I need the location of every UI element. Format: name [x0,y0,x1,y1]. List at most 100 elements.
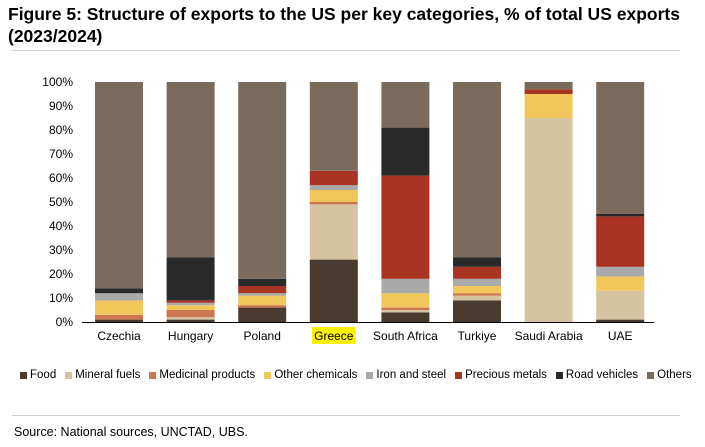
bar-segment-turkiye-precious-metals [453,266,501,279]
bar-segment-turkiye-iron-and-steel [453,278,501,286]
bar-segment-poland-precious-metals [238,286,287,294]
bar-segment-greece-iron-and-steel [309,185,358,190]
legend-label: Iron and steel [376,369,447,381]
bar-segment-south-africa-mineral-fuels [381,310,430,313]
legend-swatch [149,371,157,379]
bar-segment-saudi-arabia-mineral-fuels [524,118,573,322]
bar-segment-hungary-iron-and-steel [166,302,215,306]
legend-swatch [366,371,374,379]
legend-label: Mineral fuels [75,369,141,381]
legend-swatch [455,371,463,379]
bar-segment-south-africa-food [381,312,430,322]
x-tick-label: Saudi Arabia [515,329,583,343]
x-tick-label: Poland [244,329,281,343]
bar-segment-poland-other-chemicals [238,295,287,306]
bottom-divider [12,415,680,416]
legend-label: Other chemicals [274,369,358,381]
bar-segment-czechia-road-vehicles [95,288,143,294]
page-title: Figure 5: Structure of exports to the US… [8,4,680,46]
stacked-bar-chart: 0% 10% 20% 30% 40% 50% 60% 70% 80% 90% 100% Czechi… [42,75,655,344]
bar-segment-poland-others [238,82,287,279]
bar-segment-greece-other-chemicals [309,190,358,202]
top-divider [12,50,680,51]
legend-item-others: Others [647,369,692,381]
legend-label: Road vehicles [565,369,639,381]
highlight-marker [312,327,356,344]
bar-segment-turkiye-other-chemicals [453,286,501,294]
y-tick-label: 100% [42,75,73,89]
legend-label: Precious metals [465,369,547,381]
x-tick-label: Greece [314,329,354,343]
bar-segment-czechia-other-chemicals [95,300,143,315]
legend-swatch [65,371,73,379]
bar-segment-turkiye-food [453,300,501,322]
legend-label: Others [657,369,692,381]
legend-item-iron-and-steel: Iron and steel [366,369,446,381]
y-tick-label: 30% [49,243,73,257]
bar-segment-poland-iron-and-steel [238,293,287,296]
bar-segment-south-africa-other-chemicals [381,293,430,308]
y-tick-label: 50% [49,195,73,209]
bar-segment-south-africa-road-vehicles [381,127,430,176]
bar-segment-hungary-medicinal-products [166,310,215,318]
bar-segment-south-africa-medicinal-products [381,307,430,310]
legend-swatch [20,371,27,379]
bar-segment-saudi-arabia-others [524,82,573,90]
bar-segment-uae-food [596,319,645,322]
y-tick-label: 60% [49,171,73,185]
bar-segment-czechia-food [95,319,143,322]
bar-segment-hungary-other-chemicals [166,305,215,310]
y-tick-label: 10% [49,291,73,305]
bar-segment-uae-precious-metals [596,216,645,267]
bar-segment-greece-food [309,259,358,322]
bar-segment-uae-others [596,82,645,214]
x-tick-label: South Africa [373,329,438,343]
bar-segment-poland-food [238,307,287,322]
legend-label: Medicinal products [159,369,256,381]
bar-segment-turkiye-medicinal-products [453,293,501,296]
legend-swatch [555,371,563,379]
bar-segment-uae-mineral-fuels [596,290,645,320]
y-tick-label: 40% [49,219,73,233]
bar-segment-south-africa-iron-and-steel [381,278,430,294]
legend-label: Food [30,369,57,381]
y-axis: 0% 10% 20% 30% 40% 50% 60% 70% 80% 90% 100% [42,75,73,329]
bar-segment-czechia-medicinal-products [95,314,143,320]
bar-segment-poland-medicinal-products [238,305,287,308]
bar-segment-hungary-road-vehicles [166,257,215,301]
bar-segment-uae-other-chemicals [596,276,645,291]
x-axis-labels: Czechia Hungary Poland Greece South Africa Tu… [97,327,633,344]
y-tick-label: 70% [49,147,73,161]
y-tick-label: 80% [49,123,73,137]
bar-segment-czechia-others [95,82,143,289]
y-tick-label: 90% [49,99,73,113]
bar-segment-saudi-arabia-other-chemicals [524,94,573,118]
bar-segment-turkiye-others [453,82,501,258]
legend-item-precious-metals: Precious metals [455,369,547,381]
bar-segment-turkiye-mineral-fuels [453,295,501,301]
bar-segment-uae-road-vehicles [596,214,645,217]
legend-item-food: Food [20,369,56,381]
x-tick-label: Turkiye [458,329,497,343]
legend-item-mineral-fuels: Mineral fuels [65,369,140,381]
legend-item-medicinal-products: Medicinal products [149,369,255,381]
bar-segment-greece-precious-metals [309,170,358,186]
bar-segment-greece-mineral-fuels [309,204,358,260]
bar-segment-hungary-precious-metals [166,300,215,303]
bar-segment-hungary-mineral-fuels [166,317,215,320]
bar-segment-hungary-others [166,82,215,258]
y-tick-label: 20% [49,267,73,281]
legend-item-other-chemicals: Other chemicals [264,369,357,381]
x-tick-label: Czechia [97,329,141,343]
legend-swatch [647,371,655,379]
x-tick-label: UAE [608,329,633,343]
source-note: Source: National sources, UNCTAD, UBS. [14,425,248,439]
bars-group [95,82,645,322]
bar-segment-south-africa-precious-metals [381,175,430,279]
legend: Food Mineral fuels Medicinal products Other… [20,369,700,381]
bar-segment-uae-iron-and-steel [596,266,645,277]
bar-segment-greece-others [309,82,358,171]
bar-segment-turkiye-road-vehicles [453,257,501,267]
x-tick-label: Hungary [168,329,213,343]
y-tick-label: 0% [56,315,74,329]
